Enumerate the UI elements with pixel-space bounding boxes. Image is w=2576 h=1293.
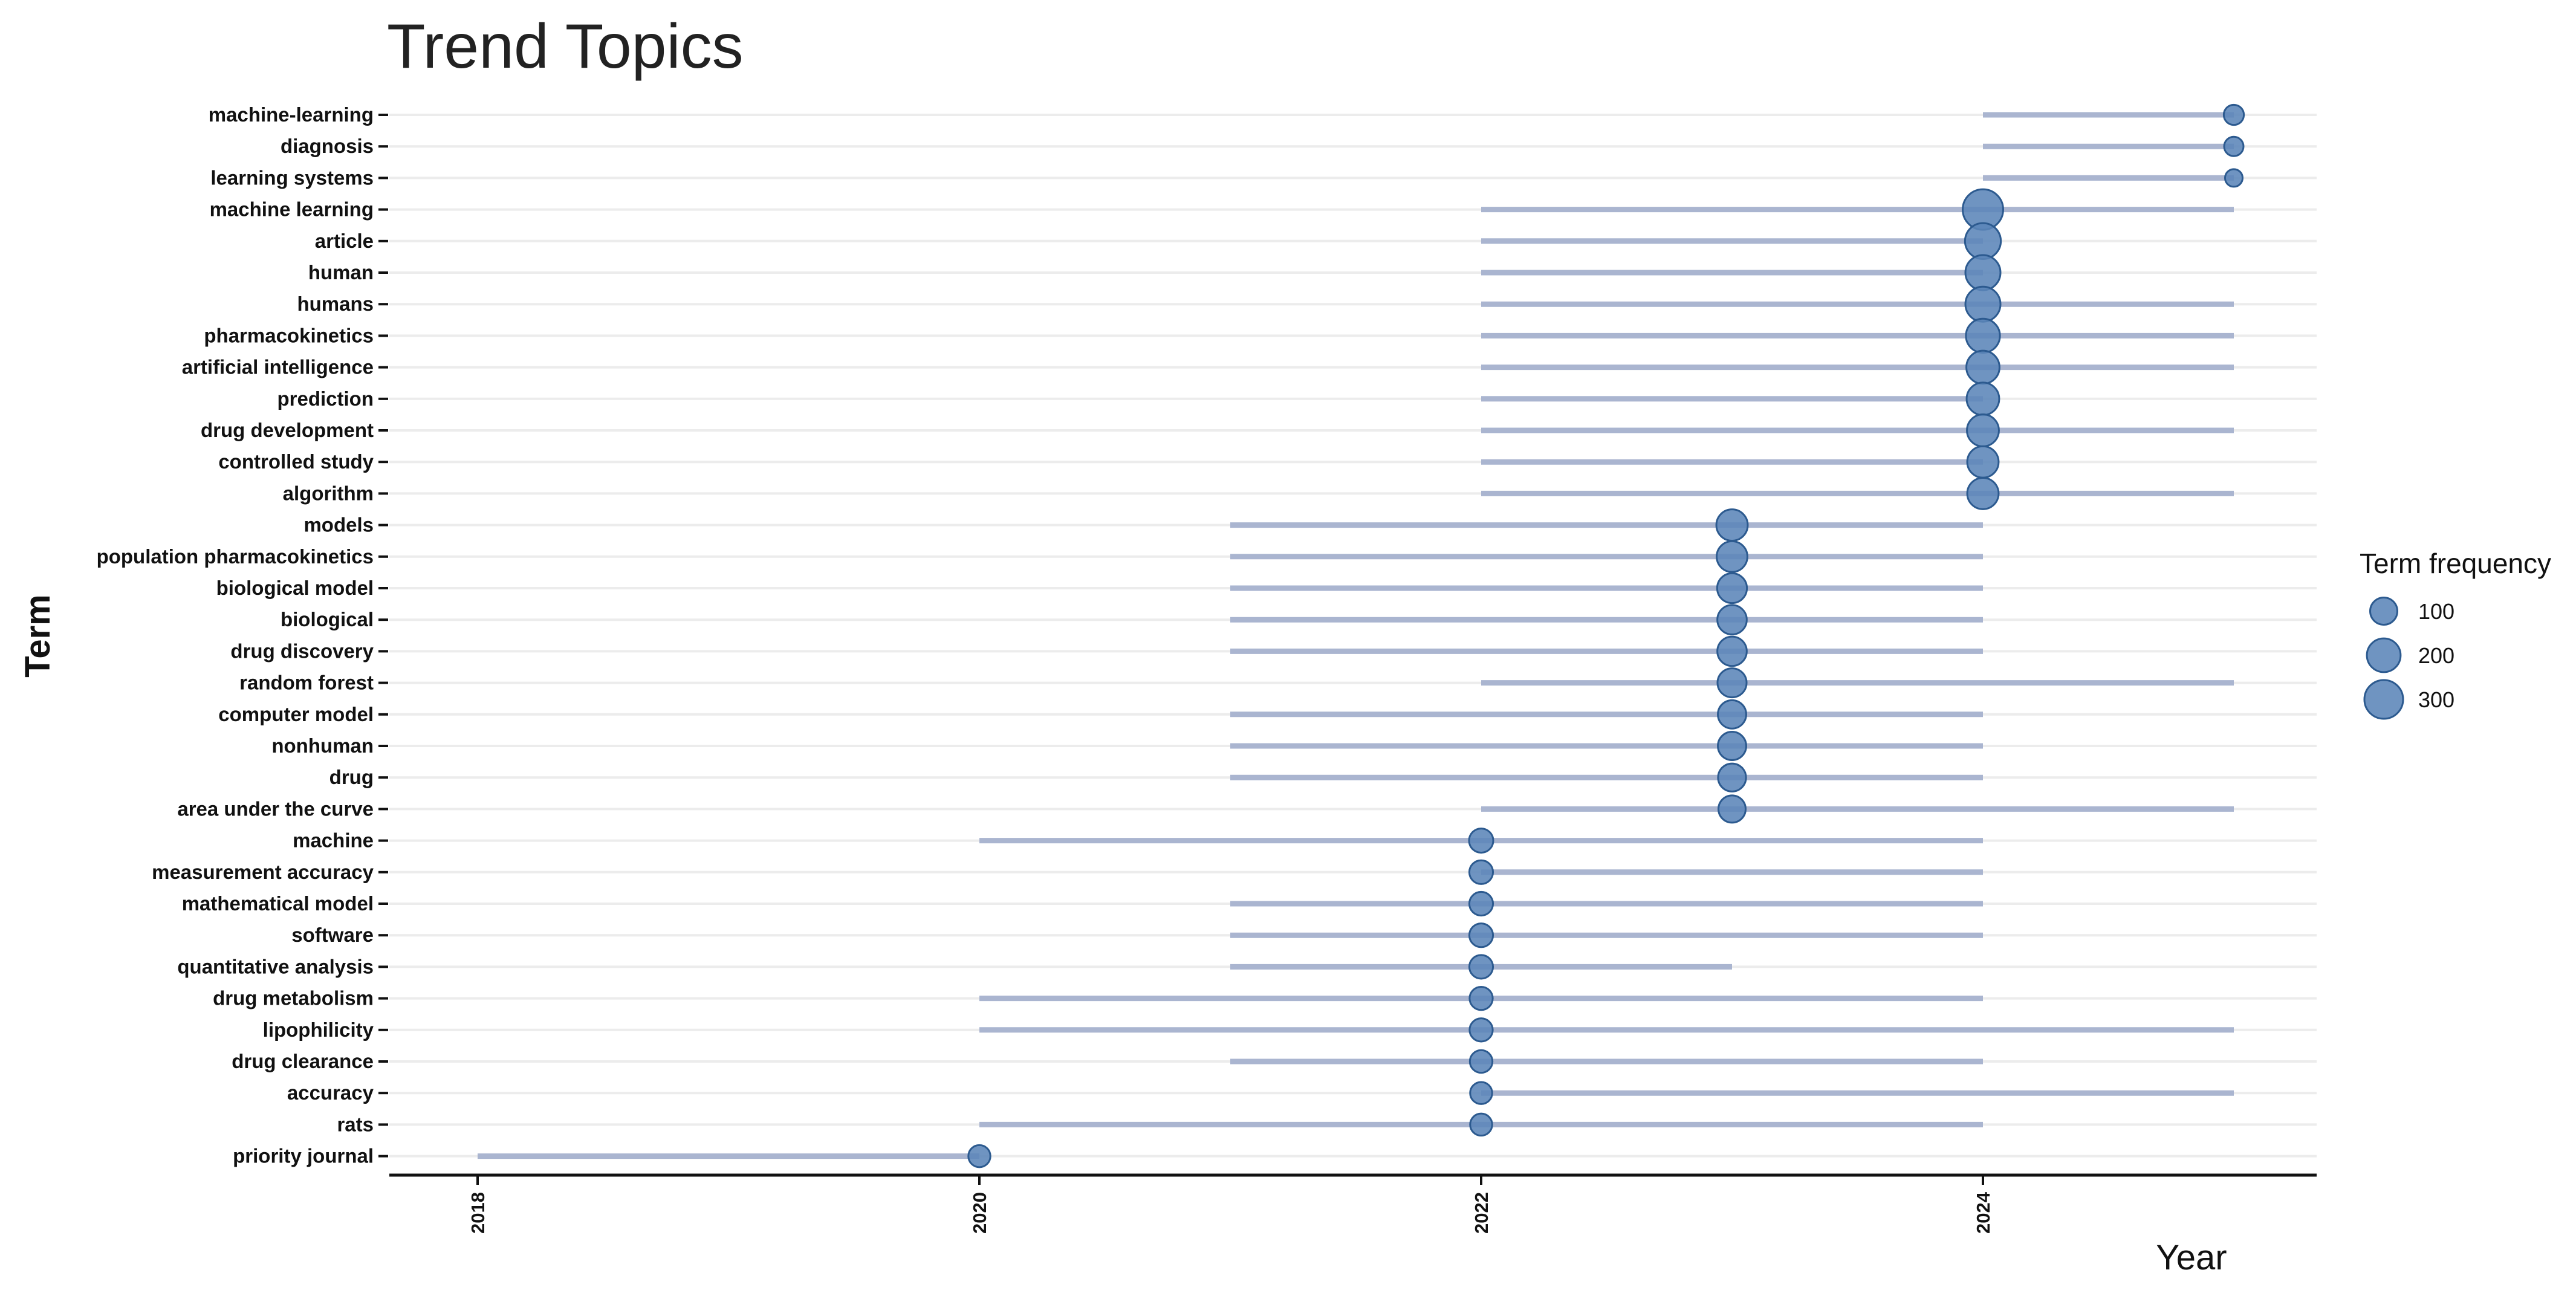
term-point bbox=[1964, 285, 2002, 323]
legend-label: 200 bbox=[2418, 643, 2454, 668]
x-tick-label: 2020 bbox=[969, 1192, 990, 1234]
term-label: drug discovery bbox=[230, 640, 374, 662]
term-point bbox=[1965, 317, 2001, 354]
term-labels: machine-learning diagnosis learning system… bbox=[97, 103, 388, 1167]
term-label: computer model bbox=[218, 703, 374, 725]
term-label: algorithm bbox=[283, 482, 374, 504]
term-label: drug clearance bbox=[232, 1050, 374, 1072]
term-label: artificial intelligence bbox=[182, 356, 374, 378]
term-label: drug development bbox=[201, 419, 374, 441]
term-point bbox=[1468, 890, 1494, 917]
term-point bbox=[2224, 168, 2244, 188]
term-label: mathematical model bbox=[182, 892, 374, 915]
term-label: prediction bbox=[277, 387, 374, 410]
term-point bbox=[2223, 135, 2245, 157]
term-point bbox=[1716, 572, 1748, 604]
x-tick-label: 2022 bbox=[1471, 1192, 1492, 1234]
legend: Term frequency 100 200 300 bbox=[2360, 548, 2551, 720]
x-axis-title: Year bbox=[2156, 1238, 2227, 1277]
term-label: accuracy bbox=[287, 1081, 374, 1104]
term-point bbox=[1966, 445, 2000, 479]
legend-label: 300 bbox=[2418, 687, 2454, 712]
term-label: models bbox=[303, 514, 374, 536]
x-axis: 2018 2020 2022 2024 bbox=[389, 1173, 2317, 1234]
term-point bbox=[1716, 540, 1748, 573]
term-label: controlled study bbox=[218, 450, 374, 473]
term-point bbox=[1716, 604, 1748, 636]
term-point bbox=[1469, 1081, 1493, 1105]
term-label: quantitative analysis bbox=[177, 955, 374, 977]
term-label: drug metabolism bbox=[213, 987, 374, 1009]
term-label: nonhuman bbox=[271, 734, 374, 757]
y-axis-title: Term bbox=[18, 594, 57, 678]
term-point bbox=[1966, 476, 2000, 510]
legend-swatch bbox=[2363, 679, 2404, 720]
term-label: rats bbox=[337, 1113, 374, 1135]
term-point bbox=[1717, 762, 1747, 792]
term-point bbox=[1717, 731, 1747, 761]
term-point bbox=[1716, 667, 1748, 699]
term-point bbox=[1469, 1112, 1493, 1137]
term-point bbox=[1965, 381, 2000, 416]
term-label: learning systems bbox=[210, 166, 374, 189]
term-label: random forest bbox=[239, 672, 374, 694]
term-label: machine bbox=[293, 829, 374, 852]
term-point bbox=[1966, 413, 2000, 447]
term-label: drug bbox=[329, 766, 374, 788]
term-point bbox=[1718, 794, 1747, 824]
term-label: lipophilicity bbox=[263, 1019, 374, 1041]
term-label: machine-learning bbox=[209, 103, 374, 126]
term-label: pharmacokinetics bbox=[204, 324, 374, 346]
term-point bbox=[1468, 954, 1494, 980]
term-point bbox=[967, 1144, 991, 1168]
term-point bbox=[1468, 985, 1494, 1011]
term-label: humans bbox=[297, 293, 374, 315]
legend-swatch bbox=[2369, 597, 2398, 626]
term-point bbox=[2222, 103, 2245, 126]
term-label: population pharmacokinetics bbox=[97, 545, 374, 568]
term-point bbox=[1468, 828, 1494, 854]
term-point bbox=[1964, 222, 2002, 260]
term-label: human bbox=[308, 261, 374, 284]
term-label: priority journal bbox=[233, 1145, 374, 1167]
term-label: machine learning bbox=[210, 198, 374, 221]
term-label: area under the curve bbox=[177, 797, 374, 820]
x-tick-label: 2024 bbox=[1973, 1191, 1994, 1234]
term-point bbox=[1715, 508, 1749, 542]
term-point bbox=[1717, 699, 1747, 730]
term-point bbox=[1965, 349, 2000, 385]
legend-title: Term frequency bbox=[2360, 548, 2551, 579]
term-point bbox=[1468, 859, 1494, 885]
term-label: diagnosis bbox=[281, 135, 374, 157]
term-segments bbox=[478, 112, 2234, 1159]
term-point bbox=[1468, 1049, 1494, 1074]
x-tick-label: 2018 bbox=[467, 1192, 488, 1234]
term-point bbox=[1468, 1017, 1494, 1043]
legend-swatch bbox=[2366, 637, 2402, 673]
term-points bbox=[967, 103, 2245, 1168]
term-label: biological bbox=[281, 608, 374, 630]
legend-label: 100 bbox=[2418, 599, 2454, 624]
term-point bbox=[1964, 254, 2002, 291]
term-label: measurement accuracy bbox=[152, 861, 374, 883]
term-label: biological model bbox=[216, 577, 374, 599]
term-point bbox=[1468, 922, 1494, 948]
term-label: software bbox=[291, 924, 374, 946]
chart-title: Trend Topics bbox=[387, 11, 744, 82]
term-label: article bbox=[315, 230, 374, 252]
term-point bbox=[1716, 635, 1748, 667]
